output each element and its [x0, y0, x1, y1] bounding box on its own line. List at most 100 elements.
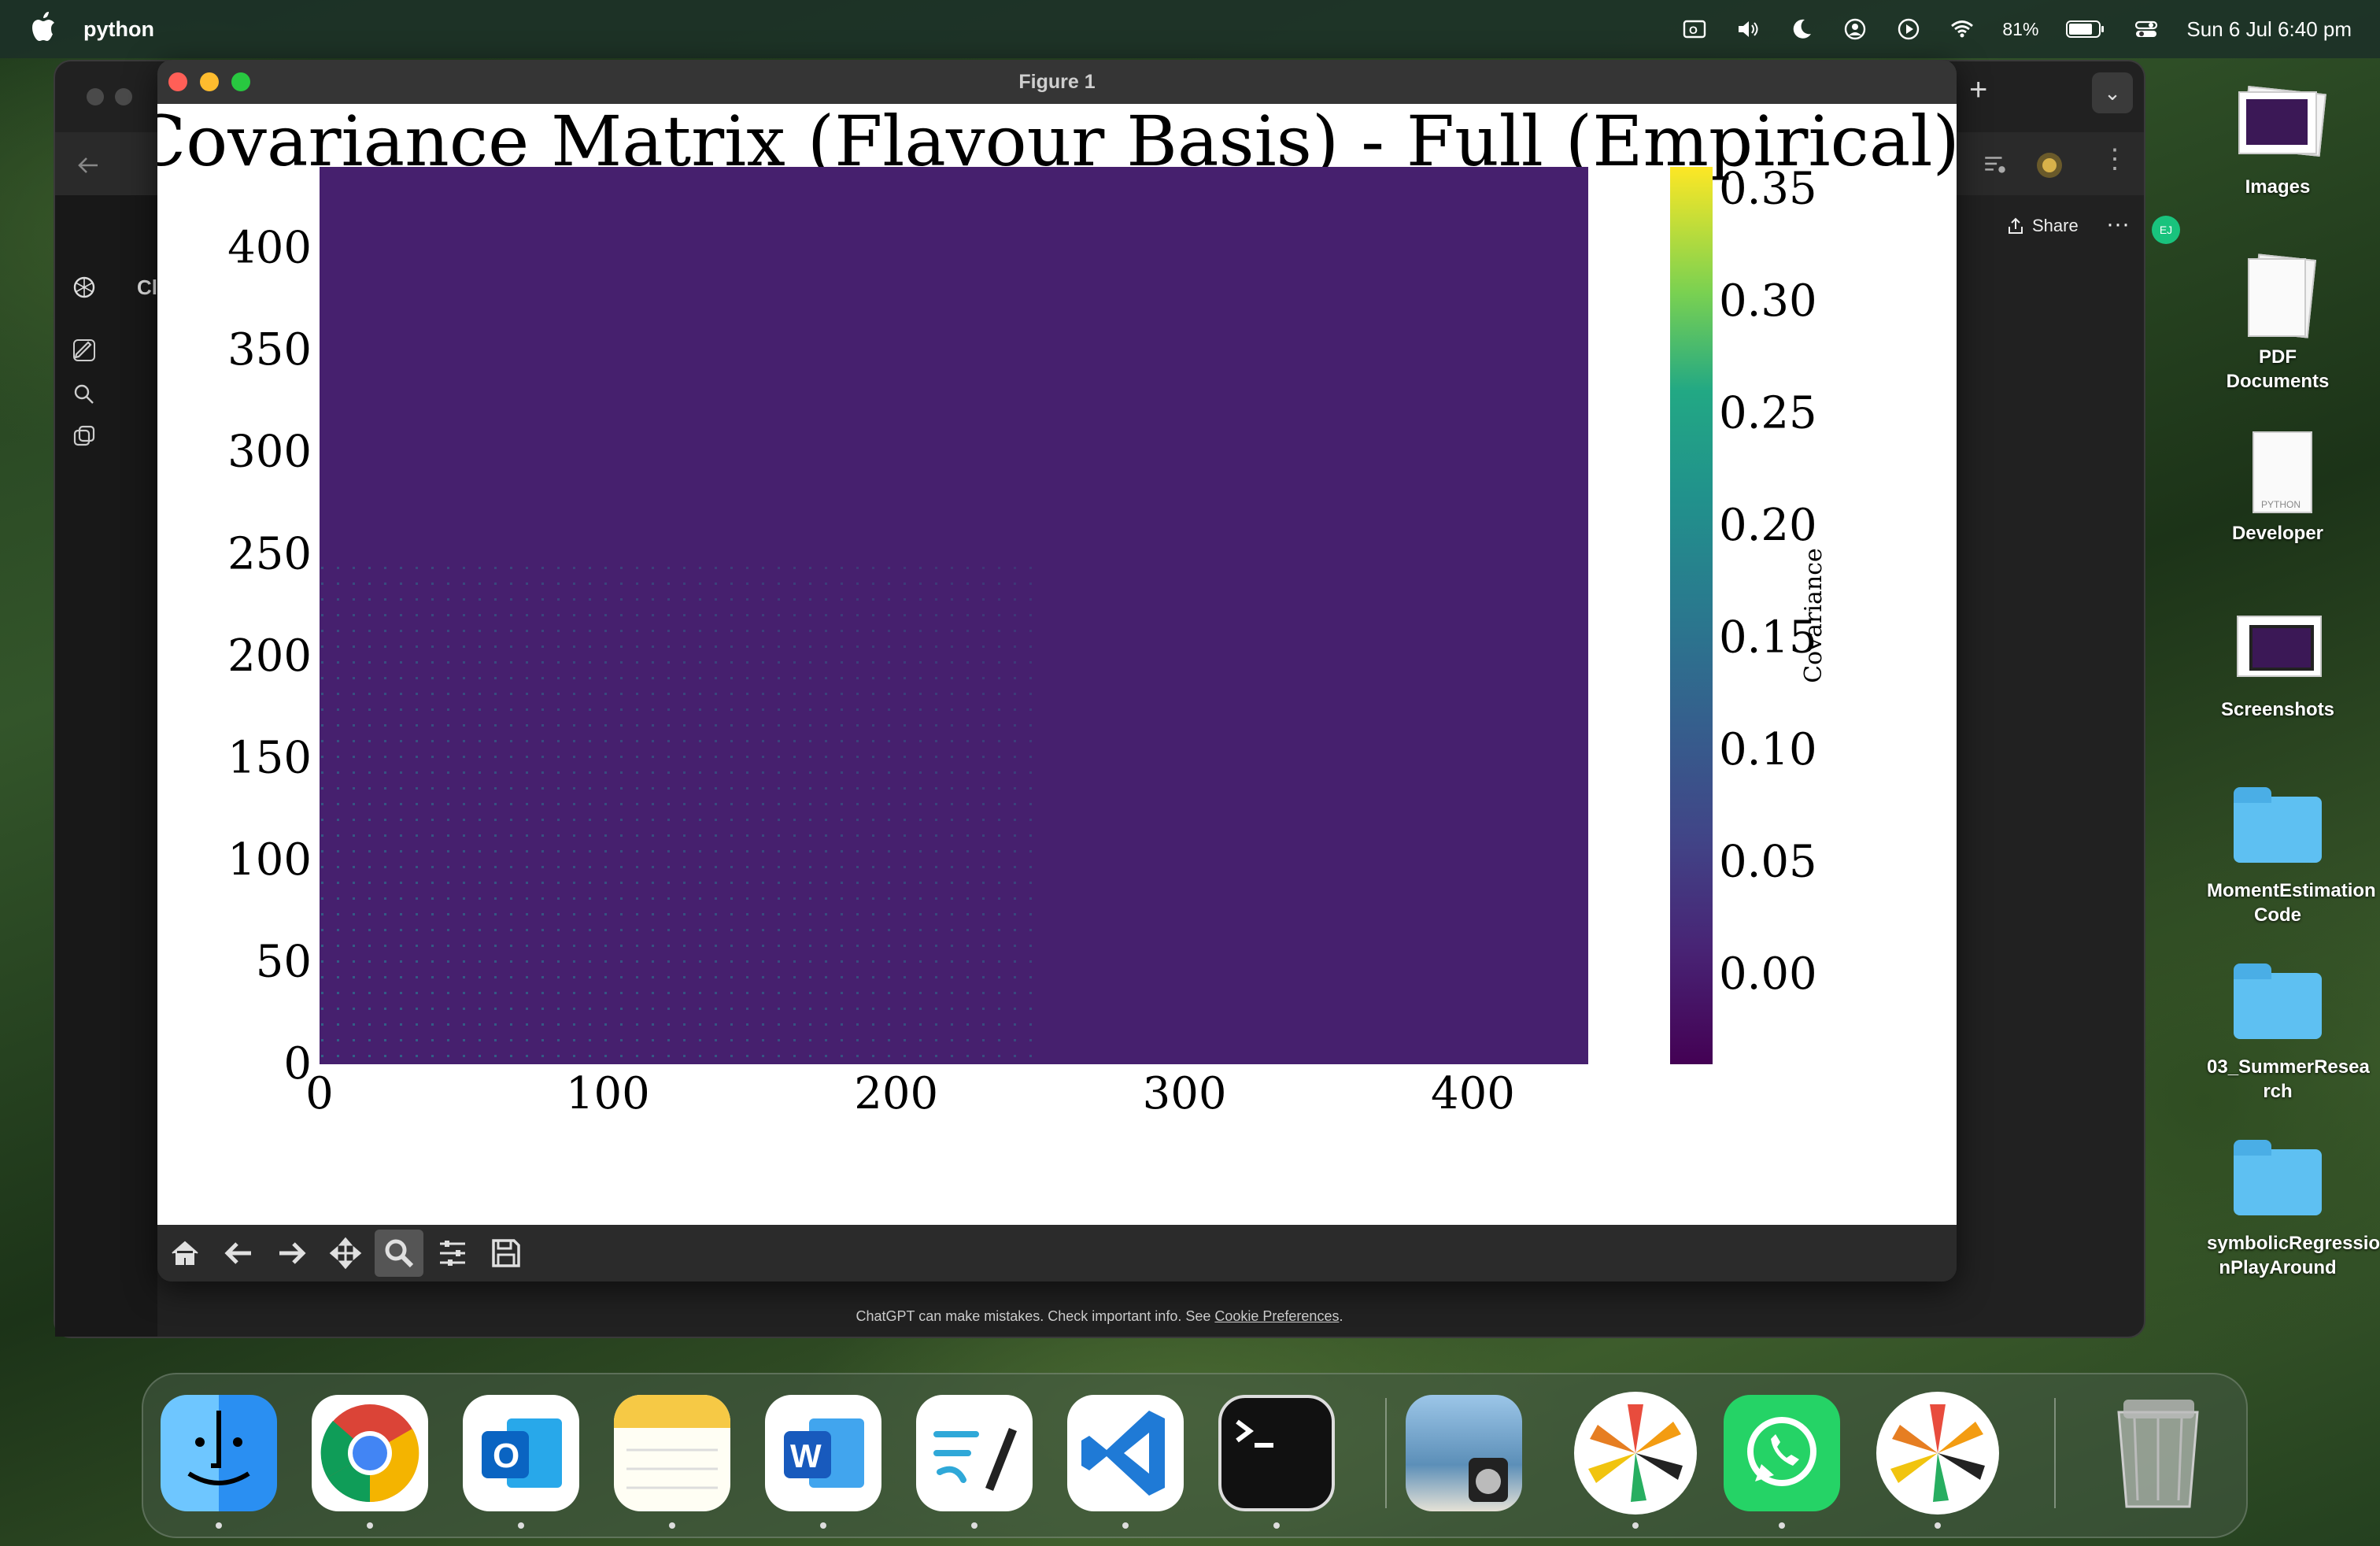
- desktop-icon-label: symbolicRegressio nPlayAround: [2207, 1233, 2380, 1278]
- minimize-window-button[interactable]: [200, 72, 219, 91]
- y-tick-label: 300: [227, 427, 312, 478]
- battery-percent: 81%: [2002, 18, 2039, 39]
- control-center-icon[interactable]: [2133, 16, 2160, 43]
- close-button[interactable]: [87, 88, 104, 105]
- avatar[interactable]: EJ: [2152, 216, 2180, 244]
- spectrum-app-icon-2[interactable]: [1876, 1392, 1999, 1515]
- running-indicator: [1632, 1522, 1639, 1529]
- desktop-icon-momentestimation[interactable]: MomentEstimation Code: [2207, 786, 2376, 927]
- new-tab-button[interactable]: +: [1969, 72, 1988, 107]
- volume-icon[interactable]: [1735, 16, 1761, 43]
- new-chat-icon[interactable]: [71, 337, 98, 364]
- colorbar-tick-label: 0.20: [1719, 500, 1817, 551]
- active-app-name[interactable]: python: [83, 17, 154, 41]
- notes-icon[interactable]: [614, 1395, 730, 1511]
- home-button[interactable]: [161, 1230, 209, 1277]
- desktop-icon-screenshots[interactable]: Screenshots: [2207, 605, 2349, 722]
- back-nav-icon[interactable]: [76, 153, 101, 178]
- spectrum-app-icon[interactable]: [1574, 1392, 1697, 1515]
- play-icon[interactable]: [1895, 16, 1922, 43]
- y-tick-label: 250: [227, 528, 312, 579]
- dock-divider: [2054, 1398, 2056, 1508]
- python-file-icon: PYTHON: [2230, 428, 2325, 515]
- freeform-icon[interactable]: [916, 1395, 1033, 1511]
- figure-titlebar[interactable]: Figure 1: [157, 60, 1957, 104]
- desktop-icon-symbolicregression[interactable]: symbolicRegressio nPlayAround: [2207, 1138, 2380, 1280]
- browser-menu-icon[interactable]: ⋮: [2101, 144, 2128, 174]
- y-tick-label: 350: [227, 324, 312, 375]
- running-indicator: [971, 1522, 978, 1529]
- colorbar-tick-label: 0.10: [1719, 724, 1817, 775]
- desktop-icon-summerresearch[interactable]: 03_SummerResea rch: [2207, 962, 2370, 1104]
- trash-icon[interactable]: [2100, 1395, 2216, 1511]
- y-tick-label: 0: [283, 1038, 312, 1089]
- search-icon[interactable]: [71, 381, 98, 408]
- chrome-icon[interactable]: [312, 1395, 428, 1511]
- desktop-icon-developer[interactable]: PYTHON Developer: [2207, 428, 2349, 546]
- desktop-icon-label: MomentEstimation Code: [2207, 880, 2376, 926]
- heatmap-matrix[interactable]: [320, 167, 1588, 1064]
- subplots-button[interactable]: [428, 1230, 477, 1277]
- plot-canvas[interactable]: PDF Covariance Matrix (Flavour Basis) - …: [157, 104, 1957, 1225]
- moon-icon[interactable]: [1788, 16, 1815, 43]
- save-button[interactable]: [482, 1230, 530, 1277]
- outlook-icon[interactable]: O: [1681, 16, 1708, 43]
- apple-logo-icon[interactable]: [30, 11, 57, 44]
- folder-icon: [2230, 1138, 2325, 1225]
- disclaimer: ChatGPT can make mistakes. Check importa…: [55, 1308, 2144, 1325]
- close-window-button[interactable]: [168, 72, 187, 91]
- share-button[interactable]: Share: [2007, 216, 2079, 236]
- x-tick-label: 400: [1431, 1068, 1515, 1119]
- cookie-preferences-link[interactable]: Cookie Preferences: [1214, 1308, 1340, 1324]
- outlook-app-icon[interactable]: O: [463, 1395, 579, 1511]
- svg-text:O: O: [493, 1437, 519, 1475]
- svg-text:W: W: [790, 1437, 822, 1474]
- extension-icon[interactable]: [2034, 150, 2065, 181]
- colorbar-tick-label: 0.30: [1719, 276, 1817, 327]
- terminal-icon[interactable]: [1218, 1395, 1335, 1511]
- minimize-button[interactable]: [115, 88, 132, 105]
- zoom-window-button[interactable]: [231, 72, 250, 91]
- subplots-icon: [440, 1241, 465, 1266]
- colorbar-gradient: [1670, 167, 1713, 1064]
- wifi-icon[interactable]: [1949, 16, 1975, 43]
- y-tick-label: 100: [227, 834, 312, 886]
- zoom-button[interactable]: [375, 1230, 423, 1277]
- library-icon[interactable]: [71, 423, 98, 450]
- menu-clock[interactable]: Sun 6 Jul 6:40 pm: [2186, 17, 2352, 41]
- folder-icon: [2230, 962, 2325, 1049]
- running-indicator: [1935, 1522, 1941, 1529]
- y-tick-label: 200: [227, 631, 312, 682]
- preview-icon[interactable]: [1406, 1395, 1522, 1511]
- user-icon[interactable]: [1842, 16, 1868, 43]
- word-icon[interactable]: W: [765, 1395, 881, 1511]
- back-button[interactable]: [214, 1230, 263, 1277]
- desktop-icon-images[interactable]: Images: [2207, 82, 2349, 199]
- colorbar-label: Covariance: [1800, 548, 1828, 683]
- forward-button[interactable]: [268, 1230, 316, 1277]
- y-tick-label: 150: [227, 732, 312, 783]
- openai-logo-icon[interactable]: [71, 274, 98, 301]
- battery-icon[interactable]: [2065, 16, 2106, 43]
- whatsapp-icon[interactable]: [1724, 1395, 1840, 1511]
- heatmap-plot[interactable]: PDF Covariance Matrix (Flavour Basis) - …: [157, 104, 1957, 1225]
- running-indicator: [518, 1522, 524, 1529]
- colorbar-tick-label: 0.15: [1719, 612, 1817, 664]
- pan-button[interactable]: [321, 1230, 370, 1277]
- tab-list-button[interactable]: ⌄: [2092, 72, 2133, 113]
- finder-icon[interactable]: [161, 1395, 277, 1511]
- media-controls-icon[interactable]: [1982, 151, 2009, 178]
- more-options-button[interactable]: ···: [2106, 211, 2130, 237]
- colorbar-tick-label: 0.05: [1719, 837, 1817, 888]
- vscode-icon[interactable]: [1067, 1395, 1184, 1511]
- images-stack-icon: [2230, 82, 2326, 168]
- back-arrow-icon: [224, 1242, 251, 1264]
- browser-tab-bar: + ⌄: [55, 61, 2144, 132]
- desktop-icon-label: PDF Documents: [2226, 346, 2330, 392]
- x-tick-label: 300: [1143, 1068, 1227, 1119]
- chat-title-partial[interactable]: Cl: [137, 276, 157, 299]
- x-tick-label: 100: [566, 1068, 650, 1119]
- desktop-icon-pdf-documents[interactable]: PDF Documents: [2207, 252, 2349, 394]
- file-badge: PYTHON: [2260, 499, 2301, 510]
- heatmap-cell-block: [320, 554, 1040, 1064]
